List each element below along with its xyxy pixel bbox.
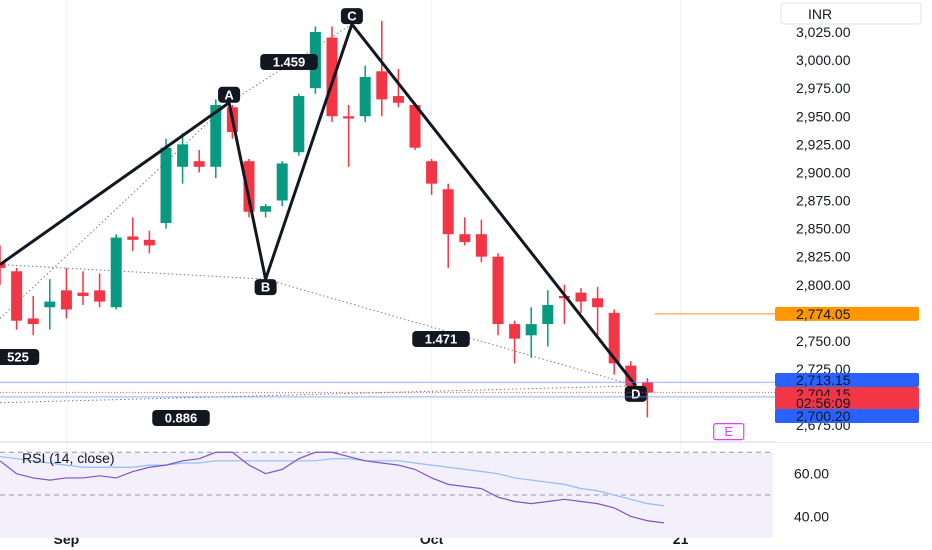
y-tick-label: 2,975.00 <box>796 80 851 96</box>
price-label-text: 02:56:09 <box>796 395 851 411</box>
pattern-ratio-line <box>0 385 636 404</box>
candle-body[interactable] <box>94 290 106 302</box>
y-tick-label: 2,750.00 <box>796 333 851 349</box>
candle-body[interactable] <box>260 206 272 212</box>
candle-body[interactable] <box>11 271 23 321</box>
candle-body[interactable] <box>592 298 604 308</box>
pattern-point-badge <box>254 279 277 296</box>
candle-body[interactable] <box>542 304 554 325</box>
candle-body[interactable] <box>293 96 305 153</box>
pattern-point-e-badge <box>713 423 745 441</box>
candle-body[interactable] <box>276 163 288 201</box>
rsi-ma-line <box>0 455 665 507</box>
pattern-ratio-badge <box>412 331 470 347</box>
pattern-ratio-label: 525 <box>7 350 29 365</box>
candle-body[interactable] <box>525 324 537 336</box>
pattern-point-label: C <box>347 9 357 24</box>
price-label-box <box>775 373 919 387</box>
y-tick-label: 2,900.00 <box>796 164 851 180</box>
y-tick-label: 2,800.00 <box>796 277 851 293</box>
y-tick-label: 2,950.00 <box>796 108 851 124</box>
pattern-point-badge <box>624 385 647 402</box>
pattern-ratio-label: 1.459 <box>273 55 306 70</box>
candle-body[interactable] <box>210 105 222 167</box>
candles[interactable] <box>0 20 653 418</box>
pattern-ratio-badge <box>260 54 318 70</box>
pattern-point-badge <box>218 86 241 103</box>
rsi-tick-label: 40.00 <box>794 508 829 524</box>
candle-body[interactable] <box>27 318 39 325</box>
pattern-ratio-badge <box>0 349 40 365</box>
pattern-ratio-badge <box>152 410 210 426</box>
candle-body[interactable] <box>625 365 637 386</box>
pattern-point-label: A <box>224 87 234 102</box>
candle-body[interactable] <box>359 76 371 117</box>
y-tick-label: 2,925.00 <box>796 136 851 152</box>
candle-body[interactable] <box>143 239 155 246</box>
candle-body[interactable] <box>641 382 653 393</box>
candle-body[interactable] <box>193 161 205 167</box>
candle-body[interactable] <box>392 96 404 103</box>
pattern-point-label: D <box>631 386 640 401</box>
candle-body[interactable] <box>160 147 172 223</box>
price-label-box <box>775 306 919 321</box>
price-label-text: 2,713.15 <box>796 372 851 388</box>
candle-body[interactable] <box>426 161 438 184</box>
candle-body[interactable] <box>0 262 6 268</box>
candle-body[interactable] <box>343 116 355 119</box>
pattern-point-label: E <box>724 424 733 439</box>
y-tick-label: 2,825.00 <box>796 249 851 265</box>
price-level-lines <box>0 313 775 398</box>
y-tick-label: 2,850.00 <box>796 221 851 237</box>
price-label-text: 2,700.20 <box>796 408 851 424</box>
candle-body[interactable] <box>326 37 338 117</box>
price-label-text: 2,774.05 <box>796 306 851 322</box>
pattern-ratio-line <box>0 264 266 280</box>
candle-body[interactable] <box>409 105 421 148</box>
candle-body[interactable] <box>60 290 72 310</box>
candle-body[interactable] <box>575 292 587 302</box>
rsi-tick-label: 60.00 <box>794 466 829 482</box>
candle-body[interactable] <box>608 312 620 364</box>
rsi-line[interactable] <box>0 451 665 524</box>
pattern-point-label: B <box>261 280 270 295</box>
currency-label: INR <box>808 6 832 22</box>
pattern-point-badge <box>340 8 363 25</box>
candle-body[interactable] <box>243 161 255 212</box>
candle-body[interactable] <box>77 292 89 296</box>
candle-body[interactable] <box>177 144 189 167</box>
candle-body[interactable] <box>44 301 56 308</box>
harmonic-pattern[interactable]: A B C D E 1.459 1.471 0.886 525 <box>0 8 745 441</box>
y-tick-label: 3,025.00 <box>796 24 851 40</box>
currency-button[interactable] <box>780 2 922 25</box>
candle-body[interactable] <box>492 256 504 325</box>
rsi-pane[interactable]: RSI (14, close) 60.00 40.00 <box>0 441 932 538</box>
pattern-ratio-line <box>0 102 230 319</box>
grid <box>65 0 682 525</box>
candle-body[interactable] <box>442 189 454 235</box>
price-label-box <box>775 409 919 423</box>
candle-body[interactable] <box>459 234 471 243</box>
candle-body[interactable] <box>509 324 521 339</box>
y-tick-label: 2,875.00 <box>796 193 851 209</box>
y-axis-bg <box>775 0 932 442</box>
price-label-box <box>775 396 919 410</box>
candle-body[interactable] <box>127 236 139 240</box>
candle-body[interactable] <box>376 71 388 100</box>
pattern-ratio-label: 1.471 <box>425 332 458 347</box>
candle-body[interactable] <box>110 237 122 308</box>
candle-body[interactable] <box>475 234 487 257</box>
rsi-legend-label: RSI (14, close) <box>22 450 115 466</box>
y-tick-label: 3,000.00 <box>796 52 851 68</box>
pattern-ratio-label: 0.886 <box>165 411 198 426</box>
